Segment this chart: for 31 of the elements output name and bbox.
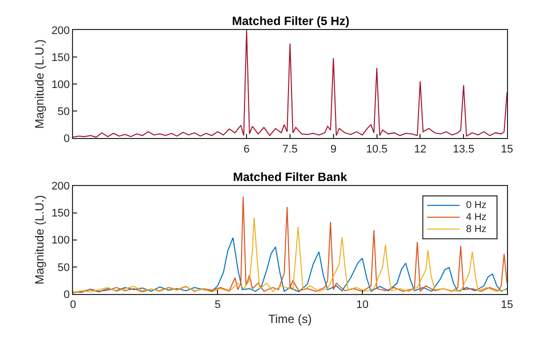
x-tick-label: 5: [214, 299, 221, 312]
y-tick-label: 50: [58, 106, 70, 118]
chart-title: Matched Filter (5 Hz): [232, 14, 350, 28]
line-series: [73, 196, 507, 293]
y-tick-label: 100: [51, 234, 70, 247]
y-axis-title: Magnitude (L.U.): [32, 195, 47, 285]
y-tick-label: 0: [64, 288, 70, 301]
chart-title: Matched Filter Bank: [233, 170, 348, 184]
y-tick-label: 100: [51, 78, 70, 91]
y-tick-label: 50: [58, 262, 70, 274]
line-series: [73, 30, 507, 138]
y-tick-label: 200: [51, 180, 70, 193]
x-tick-label: 15: [500, 143, 514, 156]
x-tick-label: 12: [414, 143, 426, 156]
line-series: [73, 237, 507, 294]
x-tick-label: 10.5: [366, 143, 388, 156]
legend-label: 8 Hz: [466, 224, 487, 235]
x-tick-label: 9: [330, 143, 336, 156]
y-tick-label: 150: [51, 208, 70, 220]
x-tick-label: 10: [356, 299, 368, 312]
x-tick-label: 6: [244, 143, 250, 156]
y-tick-label: 150: [51, 52, 70, 64]
x-tick-label: 7.5: [282, 143, 298, 156]
x-axis-title: Time (s): [268, 312, 312, 326]
legend-label: 0 Hz: [466, 200, 487, 211]
y-tick-label: 0: [64, 133, 70, 146]
y-tick-label: 200: [51, 24, 70, 37]
legend-label: 4 Hz: [466, 212, 487, 223]
x-tick-label: 13.5: [452, 143, 474, 156]
x-tick-label: 15: [500, 299, 514, 312]
y-axis-title: Magnitude (L.U.): [32, 39, 47, 129]
